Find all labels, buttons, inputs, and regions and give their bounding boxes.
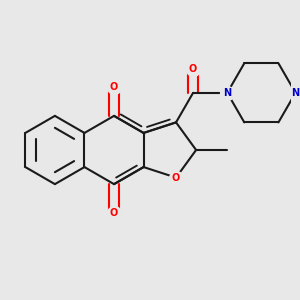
Text: O: O xyxy=(110,208,118,218)
Text: N: N xyxy=(291,88,300,98)
Text: N: N xyxy=(223,88,231,98)
Text: O: O xyxy=(172,172,180,183)
Text: O: O xyxy=(110,82,118,92)
Text: O: O xyxy=(189,64,197,74)
